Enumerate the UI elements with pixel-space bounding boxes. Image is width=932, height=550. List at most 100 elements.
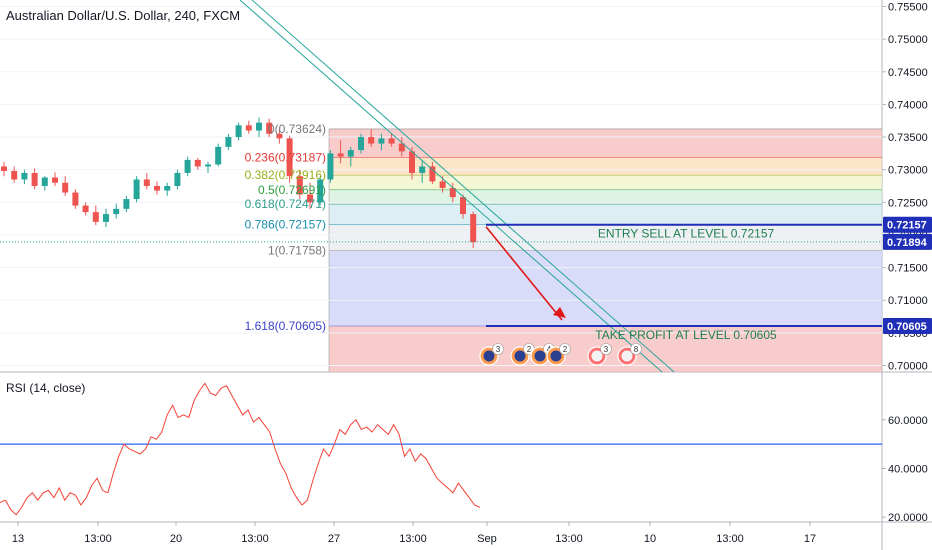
price-tick-label: 0.71000 (888, 295, 928, 307)
price-tick-label: 0.73500 (888, 132, 928, 144)
candle-body (133, 179, 140, 200)
fib-label: 1.618(0.70605) (245, 319, 326, 333)
price-tick-label: 0.74000 (888, 99, 928, 111)
event-count-badge (630, 343, 642, 355)
chart-title: Australian Dollar/U.S. Dollar, 240, FXCM (6, 8, 241, 23)
candle-body (103, 214, 109, 222)
candle-body (82, 205, 89, 213)
candle-body (21, 172, 28, 180)
candle-body (31, 172, 38, 186)
time-tick-label: 27 (328, 533, 340, 545)
event-count-label: 2 (563, 345, 568, 354)
candle-body (429, 166, 436, 182)
event-count-label: 2 (527, 345, 532, 354)
candle-body (194, 159, 201, 167)
price-tick-label: 0.72500 (888, 197, 928, 209)
candle-body (307, 194, 313, 203)
fib-label: 0.382(0.72916) (245, 168, 326, 182)
candle-body (143, 179, 150, 186)
candle-body (154, 186, 160, 191)
event-count-label: 3 (496, 345, 501, 354)
candle-body (296, 176, 303, 195)
candle-body (164, 186, 171, 191)
fib-label: 0.5(0.72691) (258, 183, 326, 197)
price-badge-label: 0.70605 (887, 321, 927, 333)
fib-label: 0.618(0.72471) (245, 197, 326, 211)
candle-body (317, 179, 324, 203)
candle-body (52, 177, 58, 183)
price-badge-label: 0.72157 (887, 220, 927, 232)
event-count-badge (492, 343, 504, 355)
entry-annotation: ENTRY SELL AT LEVEL 0.72157 (598, 227, 775, 241)
time-tick-label: 20 (170, 533, 182, 545)
candle-body (470, 214, 477, 243)
price-badge (883, 317, 932, 334)
trade-arrow-line (485, 226, 563, 321)
candle-body (398, 143, 405, 152)
event-flag-inner-icon (621, 350, 633, 362)
time-tick-label: 17 (804, 533, 816, 545)
candle-body (1, 166, 7, 171)
candle-body (235, 125, 242, 138)
event-flag-inner-icon (514, 350, 526, 362)
event-count-label: 8 (634, 345, 639, 354)
fib-zone (329, 128, 882, 158)
event-count-label: 3 (604, 345, 609, 354)
time-tick-label: 13:00 (241, 533, 269, 545)
fib-zone (329, 175, 882, 190)
time-tick-label: Sep (477, 533, 497, 545)
candle-body (409, 151, 415, 173)
rsi-title: RSI (14, close) (6, 381, 86, 395)
candle-body (123, 199, 130, 209)
fib-zone (329, 250, 882, 326)
time-tick-label: 13 (12, 533, 24, 545)
price-tick-label: 0.75500 (888, 2, 928, 14)
event-flag-inner-icon (534, 350, 546, 362)
candle-body (286, 138, 293, 177)
candle-body (378, 138, 385, 144)
event-flag-inner-icon (550, 350, 562, 362)
channel-line-lower (251, 0, 675, 373)
fib-label: 1(0.71758) (268, 244, 326, 258)
candle-body (225, 137, 232, 147)
candle-body (41, 177, 48, 186)
event-flag-inner-icon (591, 350, 603, 362)
event-count-badge (559, 343, 571, 355)
candle-body (266, 122, 273, 134)
price-tick-label: 0.70000 (888, 360, 928, 372)
fib-zone (329, 204, 882, 225)
price-badge (883, 216, 932, 233)
rsi-line (0, 382, 481, 516)
event-count-badge (600, 343, 612, 355)
price-tick-label: 0.75000 (888, 34, 928, 46)
candle-body (449, 187, 456, 198)
take-profit-annotation: TAKE PROFIT AT LEVEL 0.70605 (595, 328, 777, 342)
fib-zone (329, 224, 882, 251)
candle-body (256, 122, 262, 131)
candle-body (92, 212, 99, 222)
channel-line-upper (239, 0, 663, 373)
time-tick-label: 10 (644, 533, 656, 545)
candle-body (184, 159, 191, 173)
candle-body (327, 153, 334, 180)
rsi-tick-label: 40.0000 (888, 463, 928, 475)
time-tick-label: 13:00 (555, 533, 583, 545)
candle-body (205, 164, 211, 167)
fib-label: 0.786(0.72157) (245, 218, 326, 232)
price-tick-label: 0.73000 (888, 165, 928, 177)
candle-body (62, 182, 69, 193)
rsi-tick-label: 20.0000 (888, 512, 928, 524)
price-tick-label: 0.74500 (888, 67, 928, 79)
fib-zone (329, 157, 882, 176)
time-tick-label: 13:00 (716, 533, 744, 545)
rsi-tick-label: 60.0000 (888, 415, 928, 427)
candle-body (72, 192, 79, 206)
fib-label: 0(0.73624) (268, 122, 326, 136)
candle-body (245, 125, 252, 131)
price-badge-label: 0.71894 (887, 237, 928, 249)
candle-body (419, 166, 426, 173)
candle-body (368, 137, 375, 144)
candle-body (11, 170, 18, 180)
